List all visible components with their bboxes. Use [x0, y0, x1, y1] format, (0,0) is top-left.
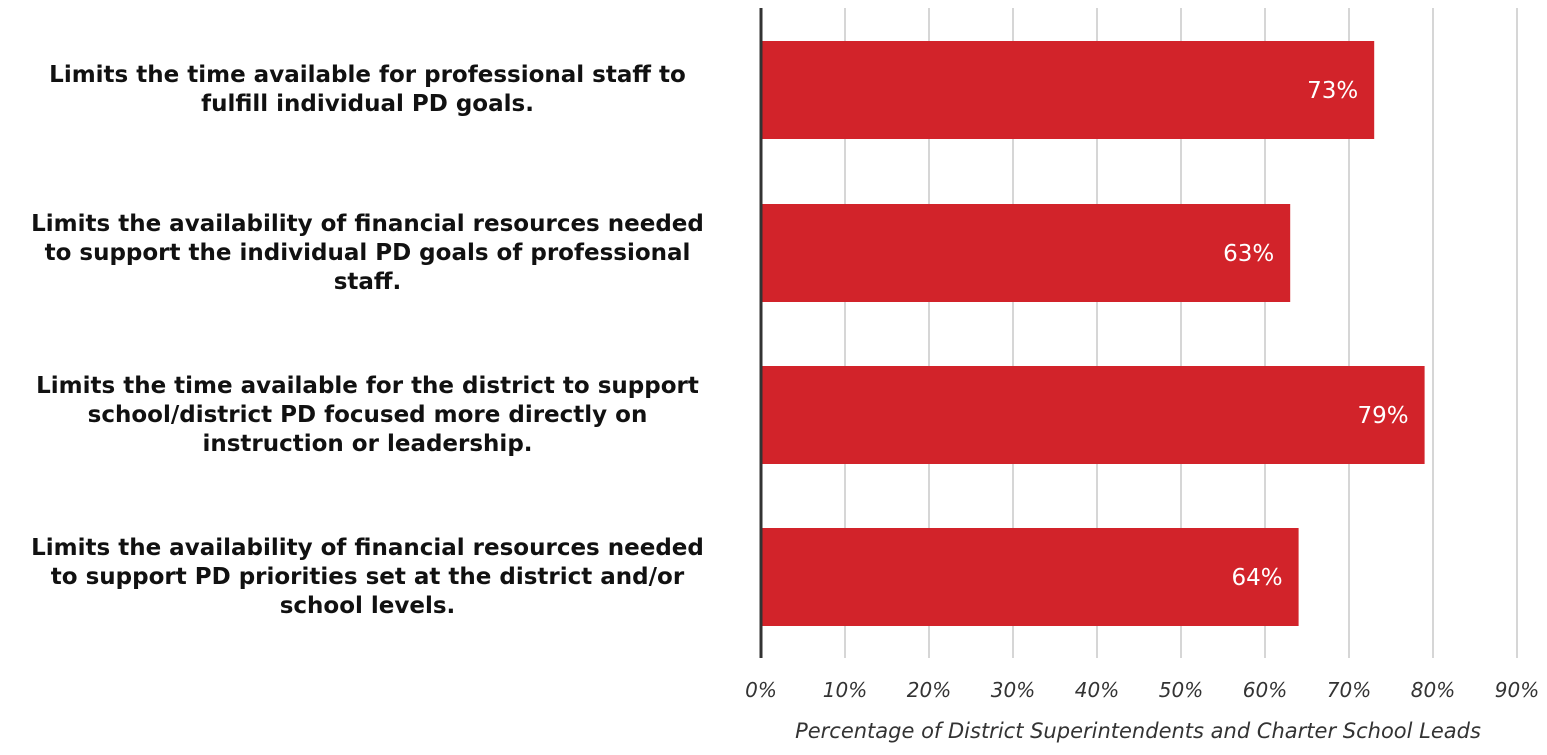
category-label-1: Limits the time available for profession… [0, 61, 735, 119]
x-tick-label-20: 20% [907, 678, 951, 702]
x-tick-label-60: 60% [1243, 678, 1287, 702]
x-tick-labels: 0% 10% 20% 30% 40% 50% 60% 70% 80% 90% [745, 678, 1539, 702]
x-tick-label-30: 30% [991, 678, 1035, 702]
x-tick-label-40: 40% [1075, 678, 1119, 702]
data-label-1: 73% [1307, 78, 1358, 104]
category-label-line: Limits the availability of financial res… [31, 534, 704, 561]
category-label-line: Limits the availability of financial res… [31, 210, 704, 237]
category-label-line: to support the individual PD goals of pr… [44, 239, 691, 266]
category-label-2: Limits the availability of financial res… [0, 210, 735, 297]
category-label-line: fulfill individual PD goals. [201, 91, 534, 117]
x-axis-title: Percentage of District Superintendents a… [795, 719, 1481, 743]
category-label-3: Limits the time available for the distri… [0, 372, 735, 459]
data-label-2: 63% [1223, 241, 1274, 267]
data-label-4: 64% [1231, 565, 1282, 591]
category-label-line: school levels. [279, 592, 456, 619]
category-label-line: to support PD priorities set at the dist… [50, 563, 685, 590]
x-tick-label-90: 90% [1495, 678, 1539, 702]
bar-4 [761, 528, 1299, 626]
x-tick-label-80: 80% [1411, 678, 1455, 702]
bar-3 [761, 366, 1425, 464]
bars: 73% 63% 79% 64% [761, 41, 1425, 626]
category-label-line: instruction or leadership. [202, 430, 533, 457]
category-label-line: Limits the time available for the distri… [36, 372, 699, 399]
category-label-line: school/district PD focused more directly… [87, 401, 648, 428]
category-label-line: staff. [333, 268, 402, 295]
x-tick-label-70: 70% [1327, 678, 1371, 702]
x-tick-label-10: 10% [823, 678, 867, 702]
x-tick-label-0: 0% [745, 678, 777, 702]
x-tick-label-50: 50% [1159, 678, 1203, 702]
bar-1 [761, 41, 1375, 139]
category-label-line: Limits the time available for profession… [49, 62, 686, 88]
data-label-3: 79% [1357, 403, 1408, 429]
category-label-4: Limits the availability of financial res… [0, 534, 735, 621]
bar-2 [761, 204, 1291, 302]
